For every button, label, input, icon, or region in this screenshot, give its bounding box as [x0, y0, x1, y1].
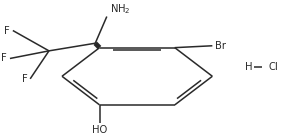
Text: F: F — [1, 53, 7, 63]
Text: F: F — [4, 25, 10, 35]
Text: F: F — [21, 74, 27, 84]
Text: Br: Br — [215, 41, 226, 51]
Text: NH$_2$: NH$_2$ — [110, 2, 130, 16]
Text: H: H — [245, 62, 252, 72]
Text: HO: HO — [92, 125, 107, 135]
Text: Cl: Cl — [269, 62, 278, 72]
